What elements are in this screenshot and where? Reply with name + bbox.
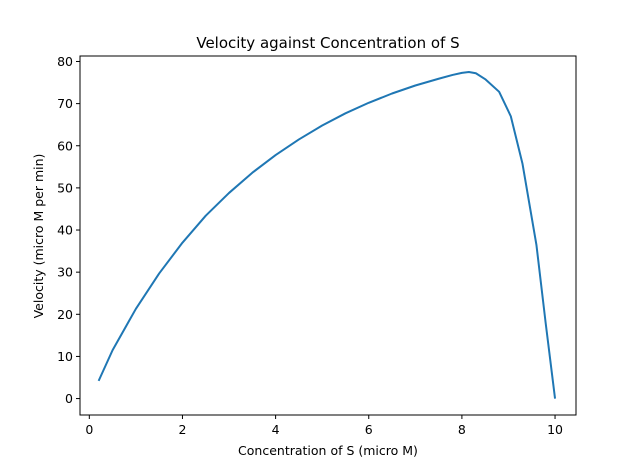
chart-title: Velocity against Concentration of S <box>196 34 459 52</box>
series-line-0 <box>97 71 557 399</box>
y-axis-label: Velocity (micro M per min) <box>31 154 46 319</box>
y-tick-label: 60 <box>57 138 73 153</box>
x-tick-label: 2 <box>178 422 186 437</box>
x-tick-label: 6 <box>365 422 373 437</box>
x-tick-label: 10 <box>547 422 563 437</box>
y-axis-ticks: 0 10 20 30 40 50 60 70 80 <box>57 54 80 406</box>
x-axis-label: Concentration of S (micro M) <box>238 443 418 458</box>
y-tick-label: 50 <box>57 180 73 195</box>
axes-frame <box>79 55 577 416</box>
y-tick-label: 70 <box>57 96 73 111</box>
y-tick-label: 80 <box>57 54 73 69</box>
y-tick-label: 20 <box>57 307 73 322</box>
x-axis-ticks: 0 2 4 6 8 10 <box>85 415 563 437</box>
x-tick-label: 0 <box>85 422 93 437</box>
x-tick-label: 8 <box>458 422 466 437</box>
y-tick-label: 30 <box>57 265 73 280</box>
x-tick-label: 4 <box>272 422 280 437</box>
y-tick-label: 40 <box>57 223 73 238</box>
plot-area <box>97 71 557 399</box>
y-tick-label: 10 <box>57 349 73 364</box>
y-tick-label: 0 <box>65 391 73 406</box>
